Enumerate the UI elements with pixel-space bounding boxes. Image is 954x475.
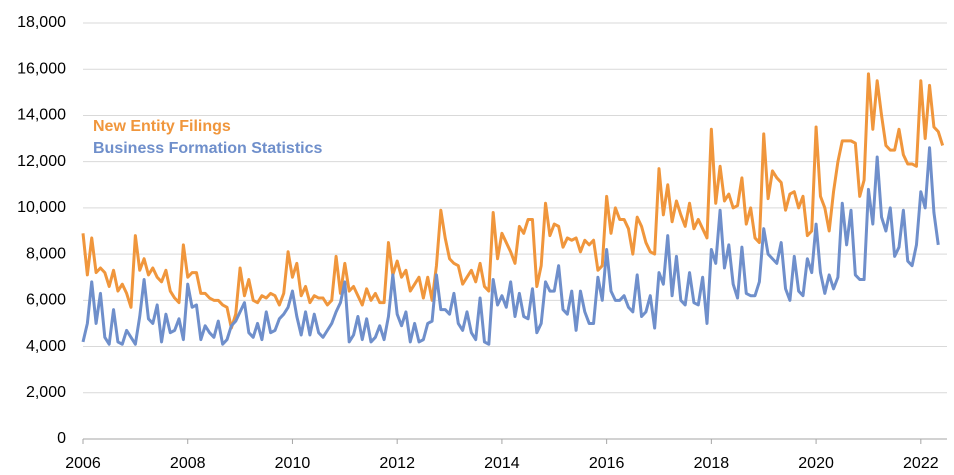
x-tick-label: 2022 xyxy=(903,455,939,472)
x-tick-label: 2014 xyxy=(484,455,520,472)
y-tick-label: 14,000 xyxy=(17,107,66,124)
y-tick-label: 12,000 xyxy=(17,153,66,170)
x-tick-label: 2006 xyxy=(65,455,101,472)
legend-entry: Business Formation Statistics xyxy=(93,140,322,157)
x-tick-label: 2012 xyxy=(379,455,415,472)
y-tick-label: 0 xyxy=(57,430,66,447)
x-tick-label: 2018 xyxy=(694,455,730,472)
legend-entry: New Entity Filings xyxy=(93,118,231,135)
y-tick-label: 18,000 xyxy=(17,14,66,31)
series-line xyxy=(81,146,940,346)
y-tick-label: 16,000 xyxy=(17,60,66,77)
x-tick-label: 2020 xyxy=(798,455,834,472)
y-tick-label: 10,000 xyxy=(17,199,66,216)
series-line xyxy=(81,72,945,330)
y-tick-label: 4,000 xyxy=(26,338,66,355)
y-tick-label: 6,000 xyxy=(26,292,66,309)
x-tick-label: 2008 xyxy=(170,455,206,472)
y-tick-label: 2,000 xyxy=(26,384,66,401)
y-tick-label: 8,000 xyxy=(26,245,66,262)
x-tick-label: 2010 xyxy=(275,455,311,472)
x-tick-label: 2016 xyxy=(589,455,625,472)
